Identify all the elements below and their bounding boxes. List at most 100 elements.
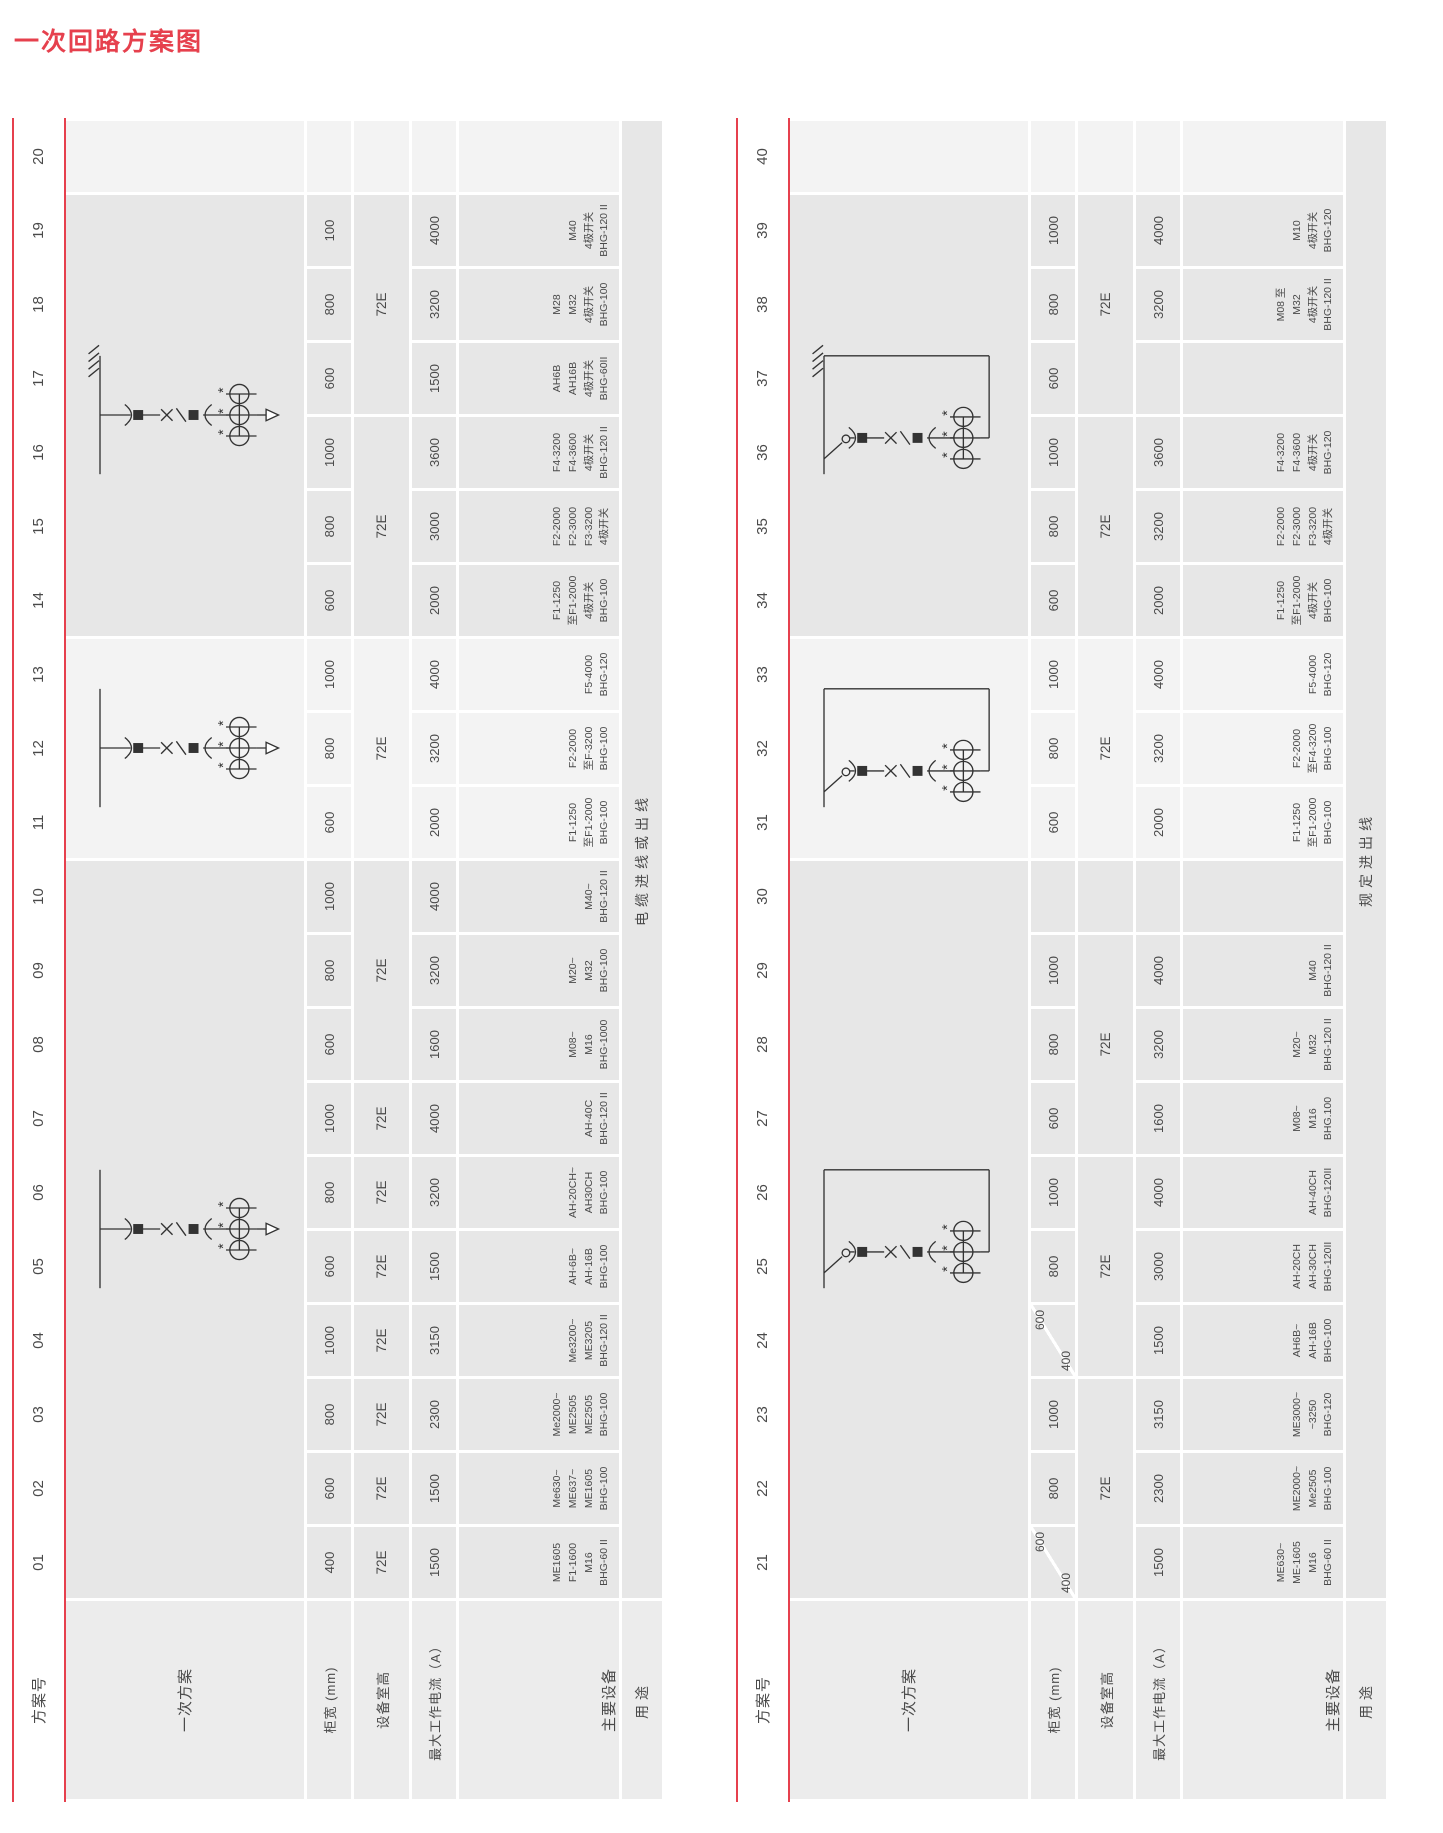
room-height-cell: 72E [354, 1527, 409, 1598]
cabinet-width-cell: 1000 [1031, 417, 1075, 488]
equipment-line: BHG-120 II [598, 204, 611, 257]
scheme-number-cell: 16 [15, 417, 61, 488]
main-equipment-cell: F1-1250 至F1-2000 BHG-100 [1183, 787, 1343, 858]
equipment-lines: F4-3200 F4-3600 4极开关 BHG-120 [1274, 417, 1343, 488]
main-equipment-cell: AH6B AH16B 4极开关 BHG-60II [459, 343, 619, 414]
scheme-number-cell: 15 [15, 491, 61, 562]
scheme-number-cell: 04 [15, 1305, 61, 1376]
row-primary-scheme: 一次方案 * * * * * * * * * [788, 121, 1028, 1799]
equipment-line: AH-20CH~ [566, 1166, 579, 1219]
equipment-line: 至F-3200 [582, 726, 595, 771]
max-working-current-label: 最大工作电流（A） [1136, 1601, 1180, 1799]
equipment-line: BHG-120 [598, 652, 611, 697]
scheme-number-cell: 13 [15, 639, 61, 710]
max-current-cell: 3000 [412, 491, 456, 562]
scheme-number-cell: 24 [739, 1305, 785, 1376]
svg-text:*: * [216, 741, 232, 747]
split-width-upper: 600 [1033, 1310, 1047, 1331]
row-cabinet-width: 柜宽 (mm) 600 400 800 1000 600 400 800 1000 600 800 1… [1031, 121, 1075, 1799]
svg-text:*: * [940, 431, 956, 437]
scheme-number-cell: 40 [739, 121, 785, 192]
equipment-line: BHG-100 [1322, 1466, 1335, 1511]
equipment-lines: M08 至 M32 4极开关 BHG-120 II [1274, 269, 1343, 340]
equipment-lines: F4-3200 F4-3600 4极开关 BHG-120 II [550, 417, 619, 488]
equipment-line: Me3200~ [566, 1318, 579, 1363]
equipment-lines: AH-20CH~ AH30CH BHG-100 [566, 1157, 619, 1228]
max-current-cell [1136, 861, 1180, 932]
cabinet-width-cell: 100 [307, 195, 351, 266]
scheme-number-cell: 08 [15, 1009, 61, 1080]
max-current-cell: 1500 [412, 1527, 456, 1598]
scheme-number-cell: 31 [739, 787, 785, 858]
equipment-line: M32 [582, 960, 595, 981]
equipment-line: F2-2000 [551, 506, 563, 547]
equipment-lines: AH-40C BHG-120 II [582, 1083, 620, 1154]
equipment-lines: F1-1250 至F1-2000 BHG-100 [566, 787, 619, 858]
equipment-line: F4-3200 [551, 432, 563, 473]
svg-text:*: * [216, 387, 232, 393]
room-height-cell: 72E [354, 1157, 409, 1228]
main-equipment-cell: F4-3200 F4-3600 4极开关 BHG-120 [1183, 417, 1343, 488]
max-current-cell: 2300 [412, 1379, 456, 1450]
equipment-line: 4极开关 [582, 581, 595, 620]
equipment-lines: Me630~ ME637~ ME1605 BHG-100 [550, 1453, 619, 1524]
usage-cell: 规定进出线 [1346, 121, 1386, 1598]
svg-text:*: * [940, 452, 956, 458]
equipment-line: BHG-100 [598, 1392, 611, 1437]
equipment-lines [613, 121, 619, 192]
equipment-line: BHG-120 II [1322, 944, 1335, 997]
equipment-lines: ME630~ ME-1605 M16 BHG-60 II [1274, 1527, 1343, 1598]
main-equipment-cell: F2-2000 F2-3000 F3-3200 4极开关 [459, 491, 619, 562]
equipment-line: 4极开关 [1306, 285, 1319, 324]
main-equipment-cell [1183, 343, 1343, 414]
scheme-number-cell: 39 [739, 195, 785, 266]
equipment-line: AH-40CH [1306, 1170, 1319, 1215]
cabinet-width-cell: 600 [1031, 343, 1075, 414]
diagram-cell [788, 121, 1028, 192]
cabinet-width-cell: 800 [1031, 491, 1075, 562]
main-equipment-cell: F5-4000 BHG-120 [1183, 639, 1343, 710]
cabinet-width-cell: 600 [307, 1009, 351, 1080]
equipment-line: BHG-100 [598, 1170, 611, 1215]
cabinet-width-cell: 800 [307, 935, 351, 1006]
equipment-line: ~3250 [1306, 1399, 1319, 1430]
scheme-number-cell: 33 [739, 639, 785, 710]
red-rule-line [64, 118, 66, 1802]
cabinet-width-cell: 1000 [307, 861, 351, 932]
room-height-cell: 72E [1078, 1379, 1133, 1598]
equipment-line: 至F4-3200 [1306, 723, 1319, 774]
svg-text:*: * [940, 410, 956, 416]
equipment-line: AH16B [566, 361, 579, 396]
primary-scheme-label: 一次方案 [788, 1601, 1028, 1799]
room-height-cell: 72E [1078, 1157, 1133, 1376]
max-current-cell: 4000 [1136, 639, 1180, 710]
equipment-line: M16 [582, 1552, 595, 1573]
scheme-number-cell: 18 [15, 269, 61, 340]
cabinet-width-label: 柜宽 (mm) [1031, 1601, 1075, 1799]
cabinet-width-cell: 600 400 [1031, 1305, 1075, 1376]
scheme-no-label: 方案号 [739, 1601, 785, 1799]
cabinet-width-cell: 600 [1031, 787, 1075, 858]
equipment-line: F2-2000 [566, 728, 579, 769]
equipment-line: AH6B~ [1290, 1323, 1303, 1358]
cabinet-width-cell: 800 [307, 1157, 351, 1228]
scheme-number-cell: 19 [15, 195, 61, 266]
red-rule-line [788, 118, 790, 1802]
max-current-cell [1136, 343, 1180, 414]
equipment-line: AH-6B~ [566, 1247, 579, 1286]
equipment-line: ME3205 [582, 1320, 595, 1361]
equipment-line: BHG-120 II [1322, 278, 1335, 331]
equipment-lines: AH-40CH BHG-120II [1306, 1157, 1344, 1228]
cabinet-width-cell: 1000 [1031, 935, 1075, 1006]
main-equipment-cell: M20~ M32 BHG-120 II [1183, 1009, 1343, 1080]
equipment-line: BHG-100 [598, 1244, 611, 1289]
equipment-lines: Me2000~ ME2505 ME2505 BHG-100 [550, 1379, 619, 1450]
room-height-cell [354, 121, 409, 192]
cabinet-width-cell: 600 [1031, 1083, 1075, 1154]
scheme-number-cell: 07 [15, 1083, 61, 1154]
equipment-line: M16 [1306, 1108, 1319, 1129]
main-equipment-cell: ME3000~ ~3250 BHG-120 [1183, 1379, 1343, 1450]
equipment-line: Me630~ [551, 1469, 563, 1508]
diagram-cell: * * * [64, 639, 304, 858]
scheme-number-cell: 01 [15, 1527, 61, 1598]
